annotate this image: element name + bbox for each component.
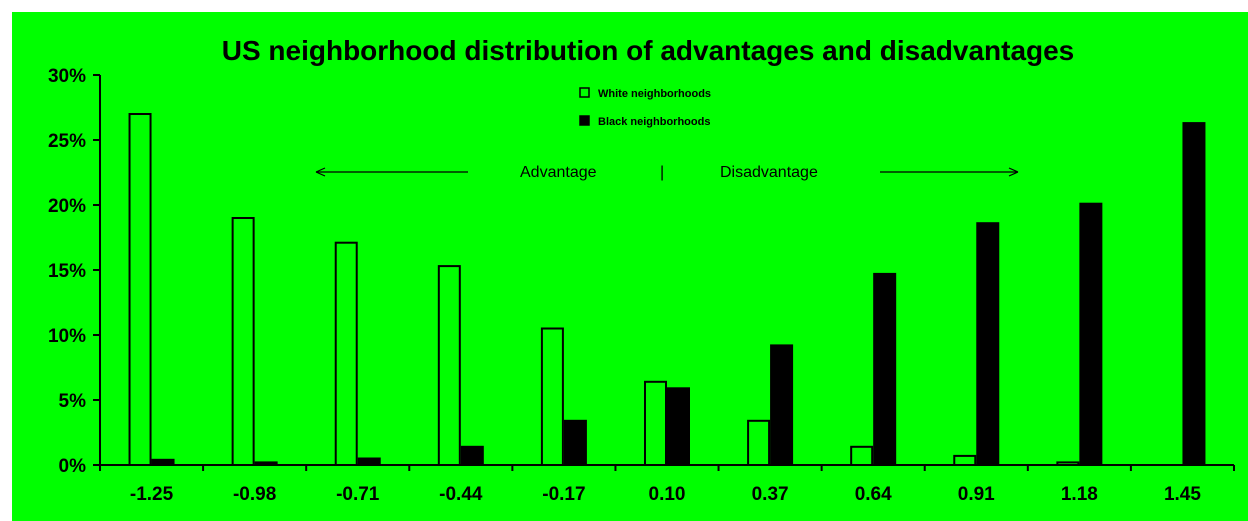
bar-white (233, 218, 254, 465)
bar-white (645, 382, 666, 465)
bar-black (153, 460, 174, 465)
bar-white (336, 243, 357, 465)
bar-white (954, 456, 975, 465)
x-tick-label: 0.91 (958, 484, 995, 505)
x-tick-label: 1.18 (1061, 484, 1098, 505)
bar-black (462, 447, 483, 465)
bar-black (977, 223, 998, 465)
legend: White neighborhoods Black neighborhoods (580, 88, 711, 128)
legend-swatch-white (580, 88, 589, 97)
x-tick-label: 0.37 (752, 484, 789, 505)
x-tick-label: -1.25 (130, 484, 174, 505)
legend-swatch-black (580, 116, 589, 125)
x-tick-label: -0.71 (336, 484, 380, 505)
bar-black (1080, 204, 1101, 465)
bar-chart: US neighborhood distribution of advantag… (12, 12, 1248, 521)
divider-mark: | (660, 164, 664, 181)
y-tick-label: 15% (48, 261, 86, 282)
y-tick-label: 30% (48, 66, 86, 87)
x-tick-label: -0.44 (439, 484, 483, 505)
chart-container: US neighborhood distribution of advantag… (12, 12, 1248, 521)
legend-label-black: Black neighborhoods (598, 116, 710, 128)
bar-white (542, 329, 563, 466)
bar-white (130, 114, 151, 465)
bar-black (874, 274, 895, 465)
bar-black (668, 388, 689, 465)
x-tick-label: 0.10 (649, 484, 686, 505)
annotations: Advantage | Disadvantage (316, 164, 1018, 181)
y-axis: 0% 5% 10% 15% 20% 25% 30% (48, 66, 100, 477)
bars (130, 114, 1205, 465)
bar-white (851, 447, 872, 465)
y-tick-label: 20% (48, 196, 86, 217)
bar-black (565, 421, 586, 465)
bar-black (256, 462, 277, 465)
disadvantage-label: Disadvantage (720, 164, 818, 181)
legend-label-white: White neighborhoods (598, 88, 711, 100)
bar-white (1057, 462, 1078, 465)
bar-white (748, 421, 769, 465)
chart-title: US neighborhood distribution of advantag… (222, 35, 1075, 66)
bar-black (771, 345, 792, 465)
x-tick-label: 1.45 (1164, 484, 1201, 505)
bar-black (1183, 123, 1204, 465)
y-tick-label: 0% (59, 456, 87, 477)
bar-white (439, 266, 460, 465)
y-tick-label: 25% (48, 131, 86, 152)
y-tick-label: 5% (59, 391, 87, 412)
x-tick-label: -0.98 (233, 484, 276, 505)
bar-black (359, 459, 380, 466)
x-tick-label: 0.64 (855, 484, 892, 505)
x-tick-label: -0.17 (542, 484, 585, 505)
y-tick-label: 10% (48, 326, 86, 347)
x-axis: -1.25 -0.98 -0.71 -0.44 -0.17 0.10 0.37 0.64 0.9… (100, 465, 1234, 505)
advantage-label: Advantage (520, 164, 597, 181)
